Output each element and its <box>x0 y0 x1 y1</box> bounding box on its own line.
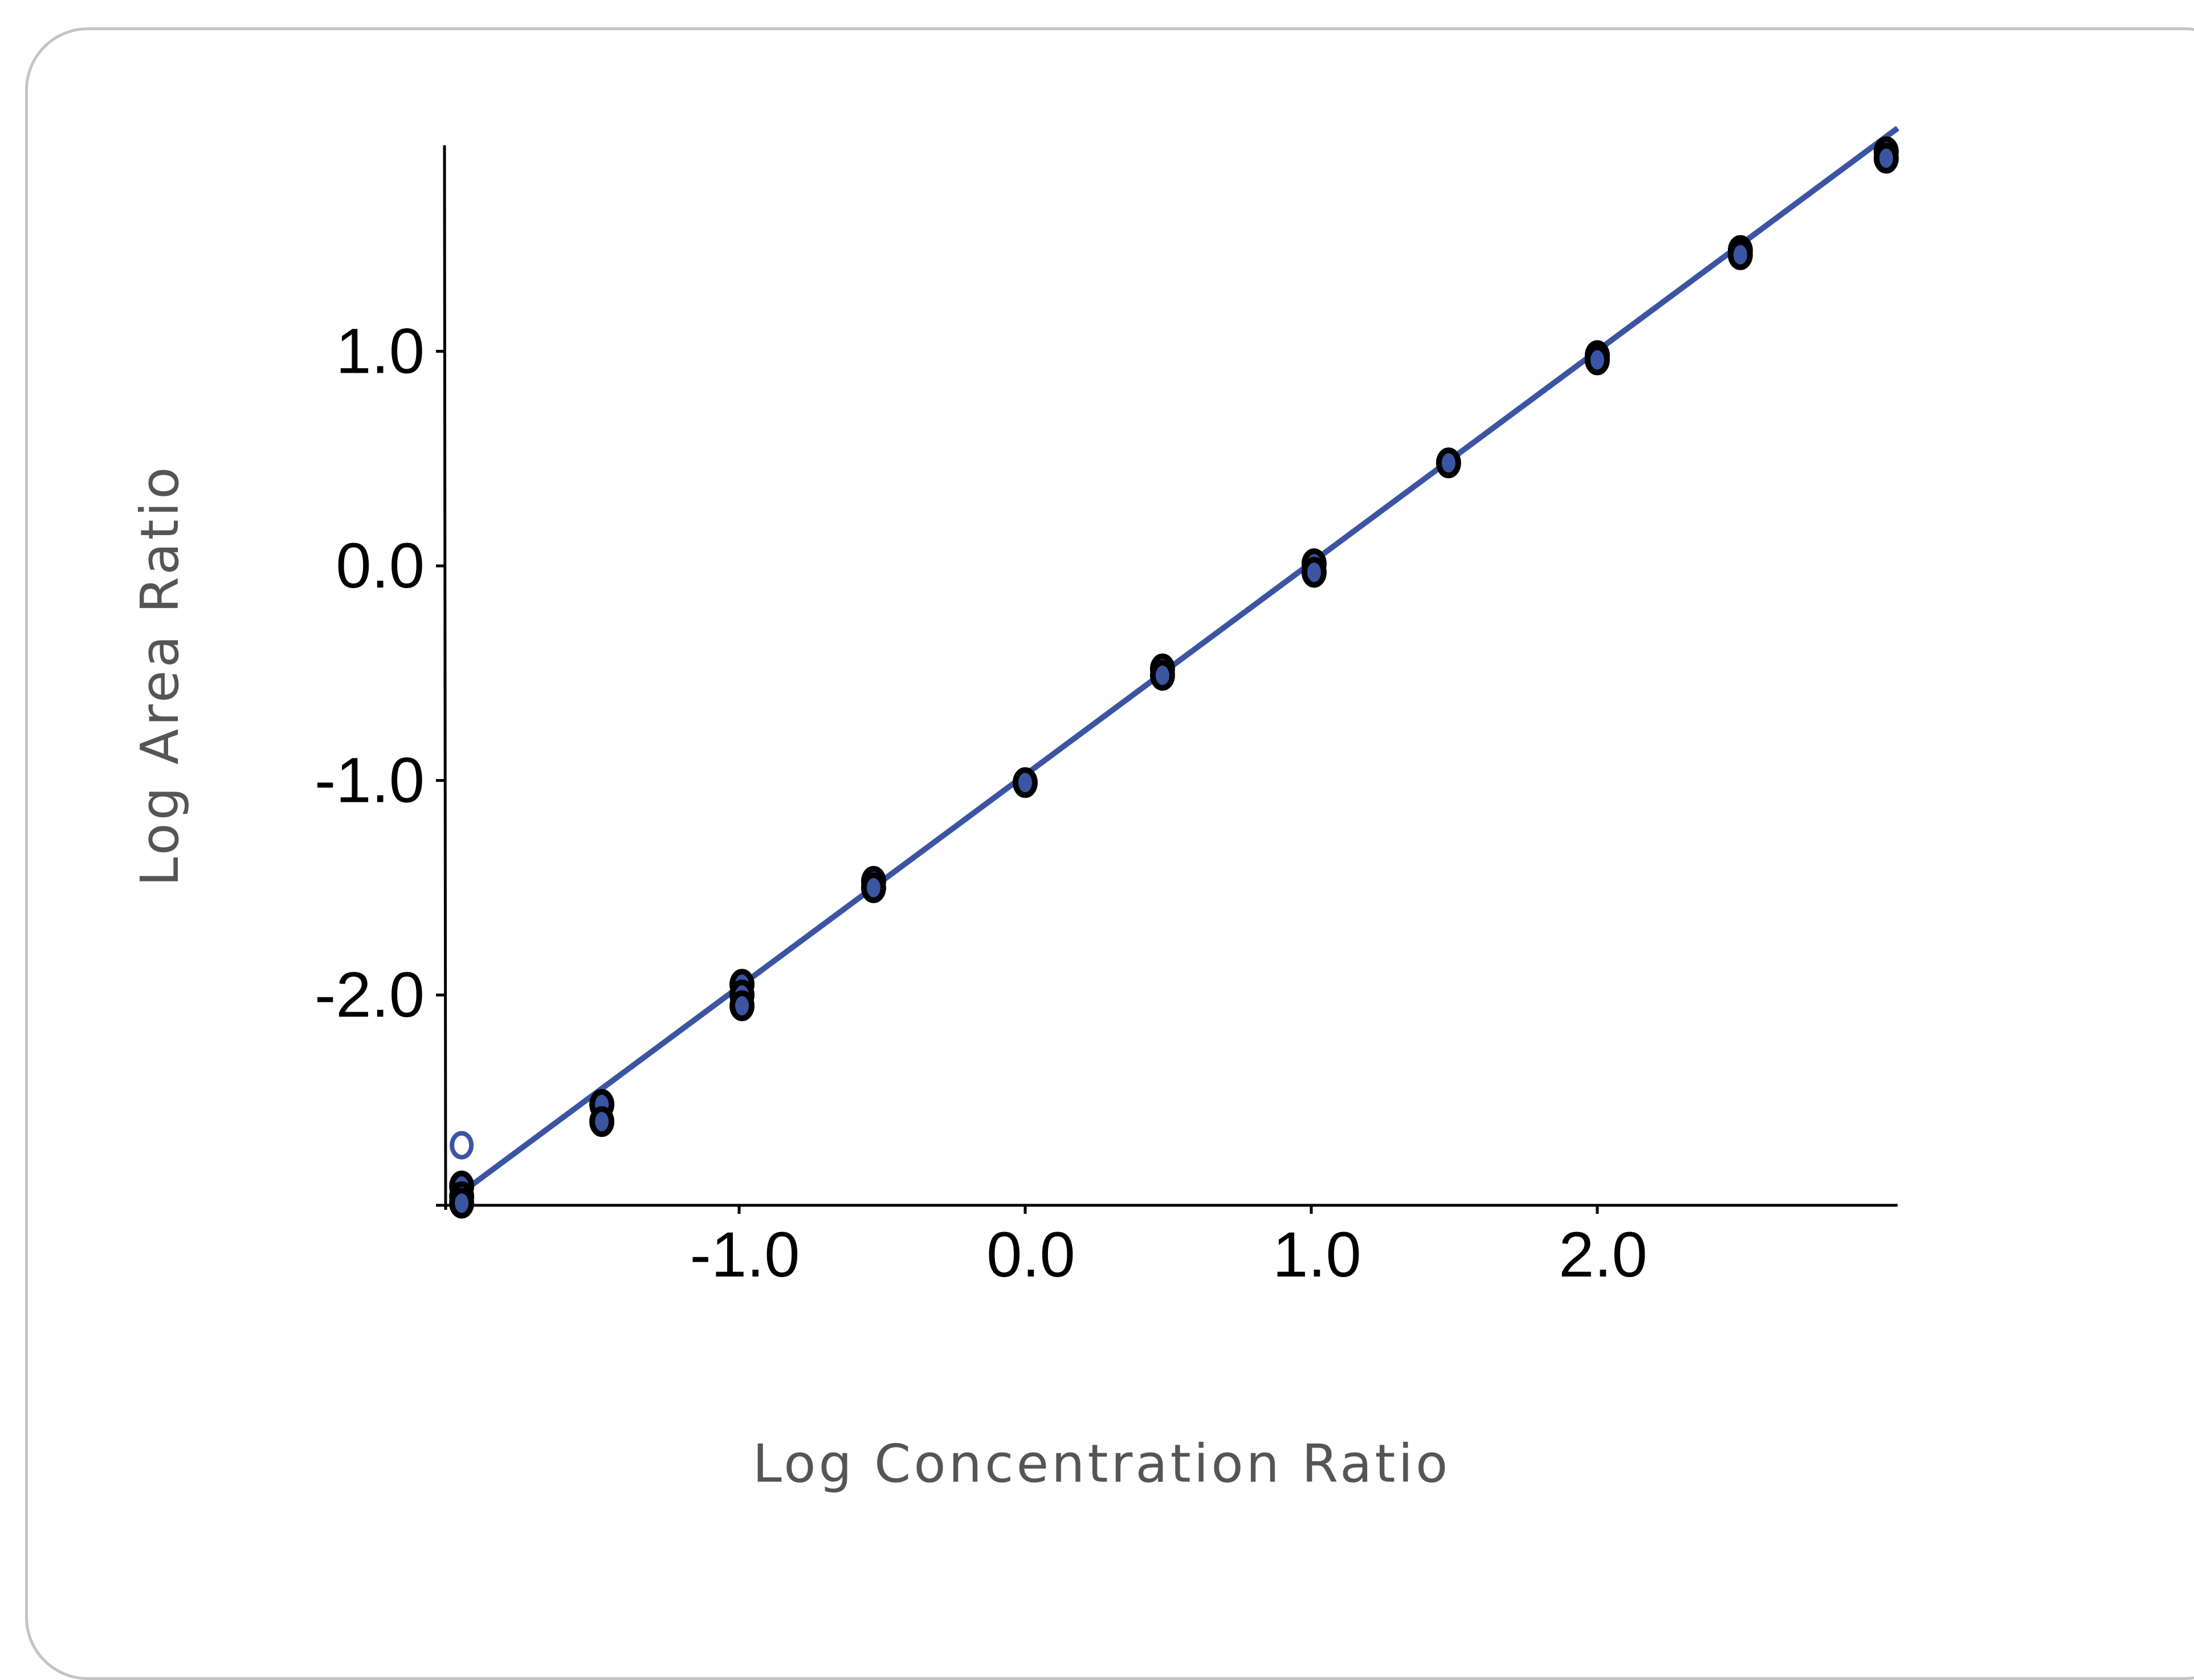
y-axis-line <box>443 145 447 1210</box>
data-point <box>1873 142 1899 174</box>
x-tick-label: 1.0 <box>1273 1219 1361 1290</box>
data-point <box>861 872 886 903</box>
x-tick-label: 0.0 <box>986 1219 1075 1290</box>
data-point <box>1727 239 1753 271</box>
data-point <box>1584 344 1610 376</box>
y-axis-title: Log Area Ratio <box>129 464 190 887</box>
data-point <box>1436 447 1461 479</box>
data-point <box>1301 557 1327 588</box>
data-point <box>1012 767 1038 798</box>
x-tick-label: 2.0 <box>1559 1219 1647 1290</box>
y-tick-label: -1.0 <box>315 744 425 815</box>
data-point <box>449 1188 475 1219</box>
x-axis-ticks: -1.0 0.0 1.0 2.0 <box>690 1205 1647 1290</box>
x-tick-label: -1.0 <box>690 1219 800 1290</box>
log-log-calibration-chart: 1.0 0.0 -1.0 -2.0 -1.0 0.0 1.0 2.0 Log Concent… <box>129 125 1899 1494</box>
y-tick-label: -2.0 <box>315 959 425 1030</box>
open-data-point <box>450 1131 474 1160</box>
figure-stage: 1.0 0.0 -1.0 -2.0 -1.0 0.0 1.0 2.0 Log Concent… <box>25 27 2194 1680</box>
chart-card <box>25 27 2194 1680</box>
regression-fit-line <box>451 125 1899 1201</box>
y-tick-label: 1.0 <box>336 315 425 386</box>
data-point <box>729 990 755 1021</box>
data-point <box>1149 660 1175 691</box>
y-tick-label: 0.0 <box>336 530 425 601</box>
y-axis-ticks: 1.0 0.0 -1.0 -2.0 <box>315 315 444 1030</box>
axes <box>436 145 1898 1210</box>
data-points <box>449 136 1899 1219</box>
x-axis-title: Log Concentration Ratio <box>753 1433 1451 1494</box>
data-point <box>589 1106 615 1137</box>
